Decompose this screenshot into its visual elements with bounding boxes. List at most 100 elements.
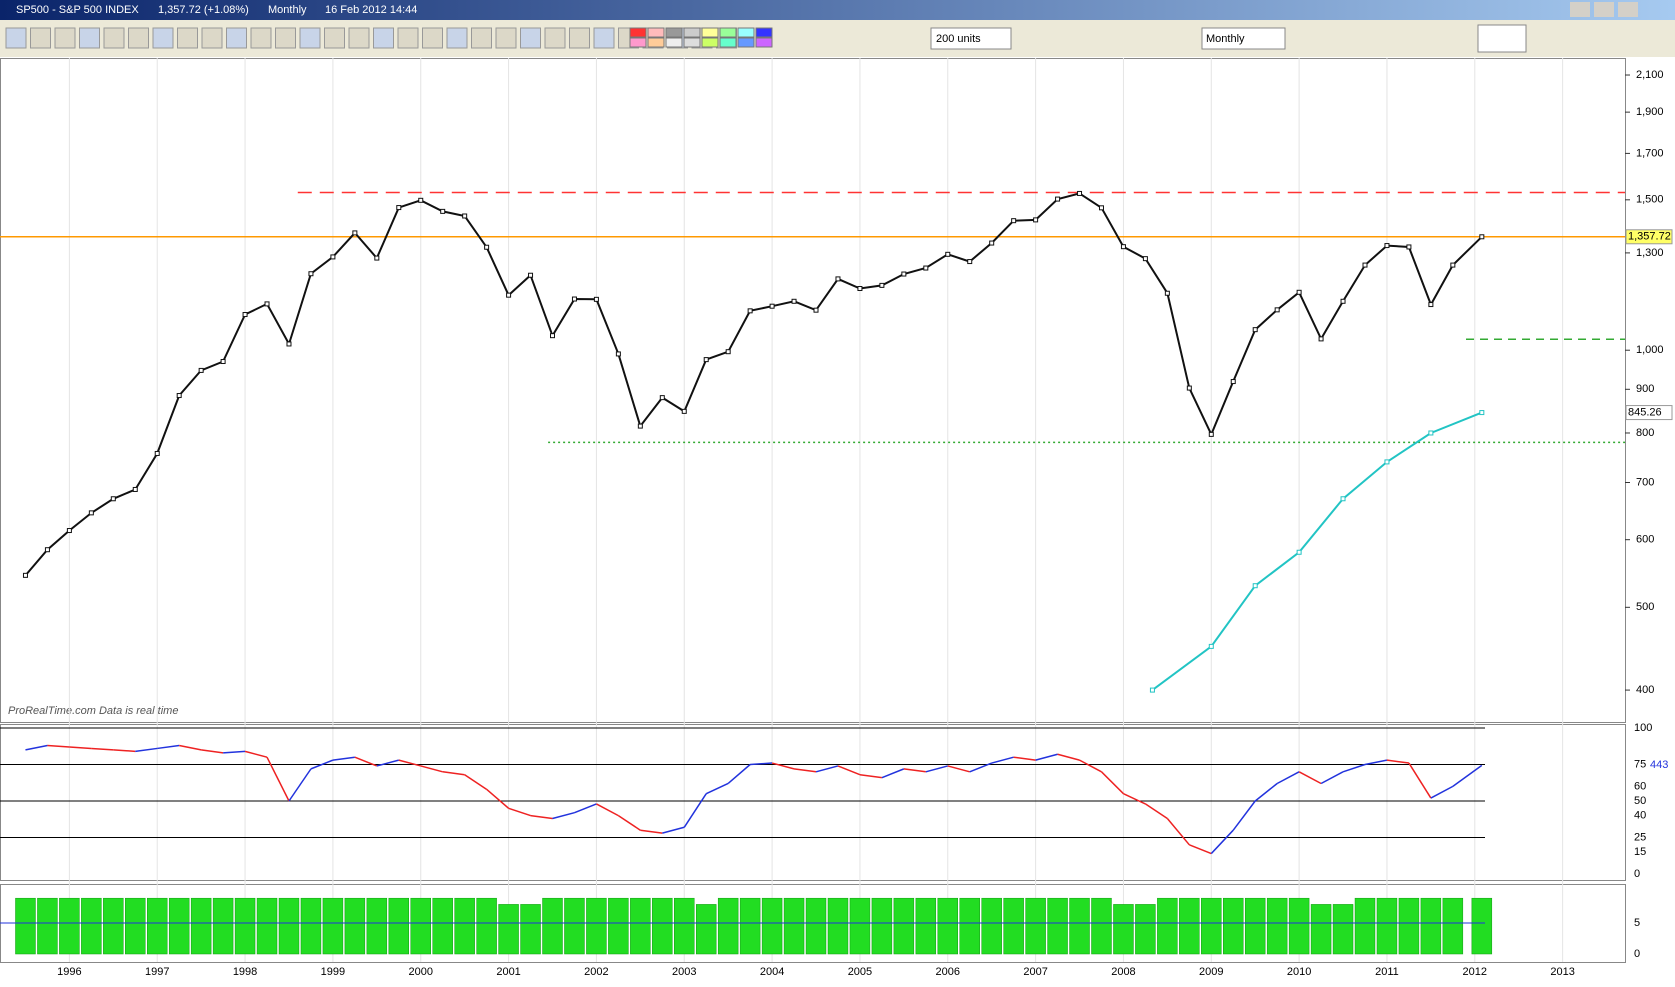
tool-icon bbox=[593, 27, 615, 49]
osc-segment bbox=[157, 744, 180, 750]
color-swatch bbox=[701, 27, 719, 38]
osc-segment bbox=[662, 826, 685, 834]
y-tick-label: 1,300 bbox=[1636, 247, 1664, 259]
marker bbox=[989, 240, 995, 246]
marker bbox=[44, 547, 50, 553]
y-tick-label: 0 bbox=[1634, 868, 1640, 880]
color-swatch bbox=[755, 27, 773, 38]
osc-segment bbox=[25, 744, 48, 751]
osc-segment bbox=[310, 759, 334, 770]
y-tick-label: 0 bbox=[1634, 948, 1640, 960]
osc-segment bbox=[705, 782, 729, 795]
y-tick-label: 500 bbox=[1636, 601, 1654, 613]
bar bbox=[1376, 897, 1398, 955]
marker bbox=[1208, 431, 1214, 437]
y-tick-label: 1,500 bbox=[1636, 194, 1664, 206]
timestamp: 16 Feb 2012 14:44 bbox=[325, 4, 417, 16]
osc-segment bbox=[837, 765, 861, 776]
marker bbox=[681, 408, 687, 414]
chart-button[interactable] bbox=[1477, 24, 1527, 53]
tool-icons[interactable] bbox=[5, 27, 773, 49]
osc-segment bbox=[1035, 753, 1058, 761]
marker bbox=[769, 303, 775, 309]
tool-icon bbox=[569, 27, 590, 49]
bar bbox=[586, 897, 607, 955]
osc-segment bbox=[420, 765, 443, 773]
marker bbox=[1340, 496, 1346, 502]
x-tick-label: 2012 bbox=[1463, 966, 1487, 978]
bar bbox=[168, 897, 190, 955]
osc-segment bbox=[1144, 803, 1168, 820]
marker bbox=[813, 307, 819, 313]
marker bbox=[374, 255, 380, 261]
x-tick-label: 1998 bbox=[233, 966, 257, 978]
units-select[interactable] bbox=[930, 27, 1012, 50]
bar bbox=[695, 904, 717, 955]
osc-segment bbox=[464, 774, 488, 790]
bar bbox=[432, 897, 453, 955]
marker bbox=[1120, 244, 1126, 250]
osc-segment bbox=[376, 759, 399, 767]
osc-segment bbox=[69, 746, 92, 750]
marker bbox=[857, 286, 863, 292]
marker bbox=[967, 259, 973, 265]
tool-icon bbox=[201, 27, 223, 49]
marker bbox=[308, 271, 314, 277]
color-swatch bbox=[647, 27, 665, 38]
osc-segment bbox=[1166, 818, 1190, 846]
bar bbox=[256, 897, 278, 955]
y-tick-label: 600 bbox=[1636, 534, 1654, 546]
x-tick-label: 2004 bbox=[760, 966, 784, 978]
chart-area bbox=[0, 58, 1675, 982]
bar bbox=[234, 897, 256, 955]
marker bbox=[1033, 217, 1039, 223]
bar bbox=[608, 897, 629, 955]
bar bbox=[959, 897, 980, 955]
bar bbox=[827, 897, 849, 955]
bar bbox=[674, 897, 695, 955]
marker bbox=[1479, 234, 1485, 240]
bar bbox=[1310, 904, 1332, 955]
y-tick-label: 50 bbox=[1634, 795, 1646, 807]
osc-segment bbox=[530, 814, 553, 820]
bar bbox=[630, 897, 651, 955]
tool-icon bbox=[446, 27, 468, 49]
marker bbox=[1340, 298, 1346, 304]
osc-segment bbox=[1386, 759, 1410, 764]
bar bbox=[761, 897, 783, 955]
window-buttons[interactable] bbox=[1570, 2, 1638, 17]
marker bbox=[22, 572, 28, 578]
bar bbox=[125, 897, 146, 955]
bar bbox=[81, 897, 102, 955]
marker bbox=[1011, 218, 1017, 224]
osc-segment bbox=[596, 803, 619, 817]
osc-segment bbox=[47, 744, 70, 748]
marker bbox=[835, 276, 841, 282]
color-swatch bbox=[737, 27, 755, 38]
marker bbox=[1274, 307, 1280, 313]
bar bbox=[1069, 897, 1090, 955]
bar bbox=[1201, 897, 1222, 955]
y-tick-label: 40 bbox=[1634, 810, 1646, 822]
tool-icon bbox=[128, 27, 149, 49]
osc-segment bbox=[881, 768, 905, 779]
osc-segment bbox=[508, 807, 531, 817]
period: Monthly bbox=[268, 4, 307, 16]
bar bbox=[37, 897, 58, 955]
bar bbox=[1420, 897, 1442, 955]
osc-segment bbox=[91, 747, 114, 751]
osc-segment bbox=[135, 747, 158, 753]
price-tag-label: 1,357.72 bbox=[1628, 231, 1671, 243]
timeframe-select[interactable] bbox=[1201, 27, 1286, 50]
bar bbox=[1244, 897, 1266, 955]
bar bbox=[783, 897, 805, 955]
color-swatch bbox=[683, 37, 701, 48]
tool-icon bbox=[152, 27, 174, 49]
x-tick-label: 1999 bbox=[321, 966, 345, 978]
marker bbox=[88, 510, 94, 516]
marker bbox=[1479, 410, 1485, 416]
tool-icon bbox=[544, 27, 566, 49]
marker bbox=[659, 395, 665, 401]
quote: 1,357.72 (+1.08%) bbox=[158, 4, 249, 16]
